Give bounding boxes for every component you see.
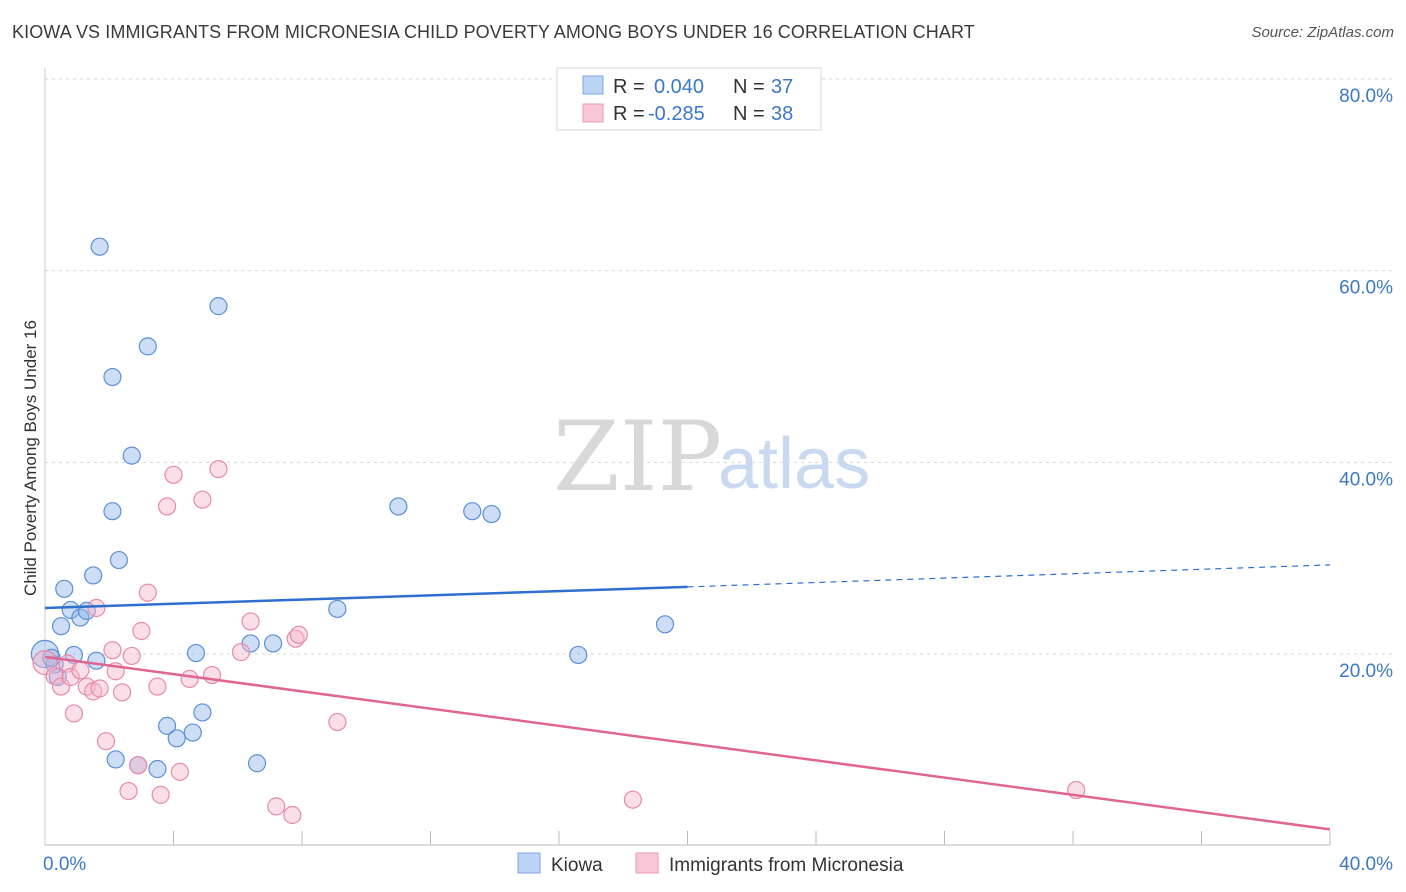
data-point-kiowa	[247, 754, 267, 773]
data-point-kiowa	[148, 759, 167, 779]
data-point-micronesia	[112, 683, 132, 702]
data-point-micronesia	[209, 459, 228, 479]
data-point-kiowa	[138, 337, 157, 356]
y-axis-label: Child Poverty Among Boys Under 16	[21, 320, 40, 596]
data-point-micronesia	[51, 677, 71, 696]
series-legend: Kiowa Immigrants from Micronesia	[517, 852, 904, 876]
trend-line-micronesia	[44, 655, 1331, 831]
series-legend-label-kiowa: Kiowa	[551, 855, 603, 876]
data-point-kiowa	[106, 750, 125, 769]
data-point-kiowa	[90, 237, 109, 256]
data-point-kiowa	[655, 615, 675, 634]
data-point-micronesia	[283, 805, 302, 825]
data-point-kiowa	[109, 550, 128, 570]
data-point-micronesia	[289, 625, 308, 644]
correlation-legend: R = 0.040 N = 37 R = -0.285 N = 38	[556, 67, 822, 131]
data-point-micronesia	[129, 756, 148, 775]
data-point-kiowa	[183, 723, 202, 742]
x-tick-label: 0.0%	[43, 854, 86, 875]
data-point-kiowa	[328, 599, 347, 619]
data-point-micronesia	[231, 642, 251, 662]
watermark-atlas: atlas	[718, 424, 870, 504]
data-point-kiowa	[209, 297, 228, 316]
legend-n-label-micronesia: N =	[733, 103, 765, 125]
legend-swatch-kiowa	[582, 75, 604, 95]
legend-n-value-kiowa: 37	[771, 76, 793, 98]
data-point-micronesia	[96, 732, 116, 751]
data-point-kiowa	[103, 367, 122, 387]
trend-lines	[44, 564, 1331, 831]
data-point-kiowa	[463, 502, 482, 521]
data-point-kiowa	[103, 502, 122, 521]
data-point-micronesia	[151, 785, 170, 804]
data-point-micronesia	[170, 762, 190, 781]
axes	[44, 68, 1331, 846]
y-tick-label: 20.0%	[1339, 661, 1393, 682]
data-point-micronesia	[138, 583, 157, 602]
legend-n-label-kiowa: N =	[733, 76, 765, 98]
data-point-micronesia	[122, 646, 141, 666]
data-point-micronesia	[71, 661, 90, 680]
data-point-kiowa	[122, 446, 141, 465]
legend-r-label-micronesia: R =	[613, 103, 645, 125]
data-point-micronesia	[87, 598, 106, 618]
data-point-micronesia	[241, 612, 260, 631]
data-point-micronesia	[64, 704, 84, 723]
tick-labels: 20.0% 40.0% 60.0% 80.0% 0.0% 40.0%	[43, 86, 1393, 875]
data-point-kiowa	[186, 643, 206, 663]
data-point-kiowa	[193, 703, 212, 722]
data-point-micronesia	[267, 797, 286, 816]
series-legend-swatch-micronesia	[635, 852, 659, 874]
data-point-micronesia	[164, 465, 183, 484]
legend-r-value-micronesia: -0.285	[648, 103, 705, 125]
data-point-kiowa	[55, 579, 74, 598]
data-point-kiowa	[51, 617, 71, 636]
watermark-zip: ZIP	[553, 401, 722, 513]
data-point-micronesia	[90, 679, 109, 698]
data-point-kiowa	[569, 645, 588, 665]
watermark: ZIP atlas	[553, 401, 870, 513]
x-tick-label: 40.0%	[1339, 854, 1393, 875]
data-point-kiowa	[157, 716, 177, 735]
data-point-micronesia	[132, 621, 151, 641]
data-point-kiowa	[87, 651, 106, 670]
data-point-micronesia	[119, 781, 138, 801]
data-point-micronesia	[623, 790, 642, 809]
series-legend-label-micronesia: Immigrants from Micronesia	[669, 855, 904, 876]
legend-n-value-micronesia: 38	[771, 103, 793, 125]
data-point-micronesia	[148, 677, 167, 696]
data-point-micronesia	[180, 669, 199, 689]
chart-title: KIOWA VS IMMIGRANTS FROM MICRONESIA CHIL…	[12, 22, 975, 42]
data-point-micronesia	[103, 641, 122, 660]
legend-r-value-kiowa: 0.040	[654, 76, 704, 98]
legend-swatch-micronesia	[582, 103, 604, 123]
y-tick-label: 80.0%	[1339, 86, 1393, 107]
data-point-kiowa	[84, 566, 103, 585]
trend-extension-kiowa	[687, 564, 1331, 588]
y-tick-label: 60.0%	[1339, 278, 1393, 299]
data-point-kiowa	[61, 600, 80, 620]
data-points	[30, 237, 1086, 825]
data-point-kiowa	[389, 497, 408, 516]
data-point-micronesia	[157, 497, 177, 516]
chart-source: Source: ZipAtlas.com	[1251, 24, 1394, 41]
legend-r-label-kiowa: R =	[613, 76, 645, 98]
y-tick-label: 40.0%	[1339, 469, 1393, 490]
data-point-kiowa	[482, 504, 501, 524]
gridlines	[45, 78, 1392, 655]
data-point-micronesia	[193, 490, 212, 509]
trend-line-kiowa	[44, 585, 688, 610]
data-point-kiowa	[71, 608, 90, 627]
data-point-micronesia	[45, 666, 64, 686]
series-legend-swatch-kiowa	[517, 852, 541, 874]
data-point-micronesia	[61, 667, 80, 687]
data-point-kiowa	[167, 729, 186, 748]
data-point-kiowa	[263, 634, 283, 653]
data-point-micronesia	[328, 712, 347, 732]
